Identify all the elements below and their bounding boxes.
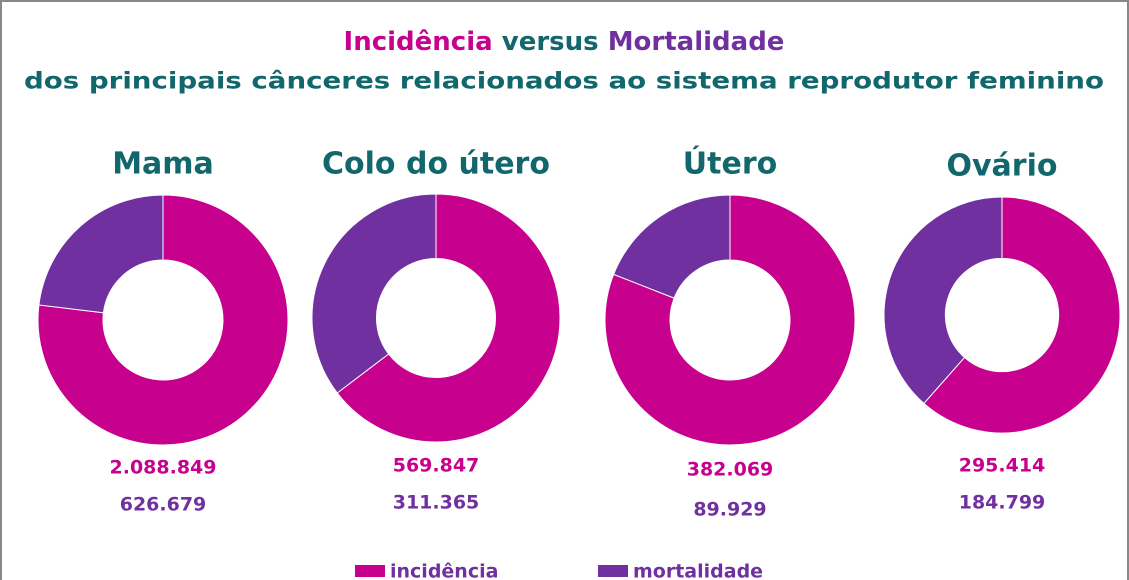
- pie-title: Mama: [112, 147, 214, 182]
- legend-label: incidência: [390, 561, 498, 580]
- legend-swatch: [355, 565, 385, 577]
- legend-label: mortalidade: [633, 561, 763, 580]
- chart-title: Incidência versus Mortalidade: [344, 27, 785, 57]
- donut-slice: [37, 194, 289, 446]
- value-label: 569.847: [393, 455, 480, 477]
- value-label: 311.365: [393, 492, 480, 514]
- donut-slice: [311, 193, 437, 394]
- title-part: Mortalidade: [608, 27, 785, 57]
- donut-slice: [604, 194, 856, 446]
- pie-title: Ovário: [947, 149, 1058, 184]
- value-label: 382.069: [687, 459, 774, 481]
- pie-title: Colo do útero: [322, 147, 550, 182]
- donut-slice: [923, 196, 1121, 434]
- donut-slice: [336, 193, 561, 443]
- value-label: 2.088.849: [110, 457, 217, 479]
- value-label: 184.799: [959, 492, 1046, 514]
- chart-subtitle: dos principais cânceres relacionados ao …: [24, 69, 1104, 95]
- value-label: 89.929: [693, 499, 766, 521]
- donut-slice: [883, 196, 1003, 405]
- value-label: 626.679: [120, 494, 207, 516]
- title-part: Incidência: [344, 27, 493, 57]
- title-part: versus: [502, 27, 599, 57]
- donut-slice: [38, 194, 164, 314]
- value-label: 295.414: [959, 455, 1046, 477]
- donut-slice: [612, 194, 731, 299]
- pie-title: Útero: [683, 145, 777, 182]
- legend-swatch: [598, 565, 628, 577]
